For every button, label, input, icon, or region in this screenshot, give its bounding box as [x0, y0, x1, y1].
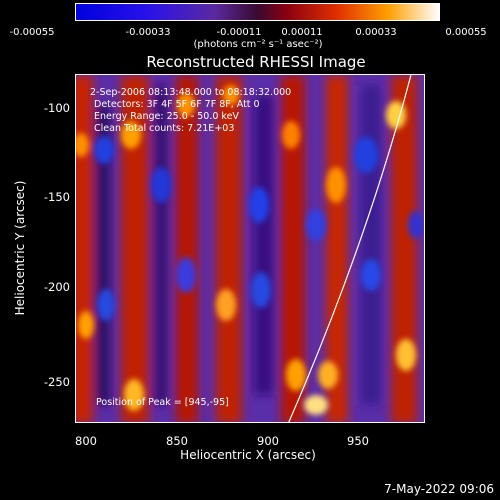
time-range-label: 2-Sep-2006 08:13:48.000 to 08:18:32.000 — [90, 87, 292, 98]
clean-counts-label: Clean Total counts: 7.21E+03 — [94, 123, 235, 134]
y-tick-label: -150 — [43, 190, 70, 204]
colorbar-tick: -0.00055 — [9, 27, 55, 38]
heatmap-image — [76, 75, 424, 422]
y-tick-label: -100 — [43, 101, 70, 115]
colorbar — [75, 3, 440, 21]
image-plot: 2-Sep-2006 08:13:48.000 to 08:18:32.000 … — [75, 74, 425, 423]
x-tick-label: 850 — [166, 434, 188, 448]
x-tick-label: 800 — [75, 434, 97, 448]
footer-date: 7-May-2022 09:06 — [384, 482, 494, 496]
y-tick-label: -250 — [43, 375, 70, 389]
detectors-label: Detectors: 3F 4F 5F 6F 7F 8F, Att 0 — [94, 99, 260, 110]
x-axis-label: Heliocentric X (arcsec) — [180, 448, 316, 462]
plot-title: Reconstructed RHESSI Image — [146, 53, 366, 71]
x-tick-label: 950 — [347, 434, 369, 448]
y-tick-label: -200 — [43, 280, 70, 294]
colorbar-units: (photons cm⁻² s⁻¹ asec⁻²) — [193, 39, 323, 50]
colorbar-tick: 0.00055 — [445, 27, 487, 38]
peak-position-label: Position of Peak = [945,-95] — [96, 397, 229, 408]
energy-range-label: Energy Range: 25.0 - 50.0 keV — [94, 111, 239, 122]
x-tick-label: 900 — [257, 434, 279, 448]
y-axis-label: Heliocentric Y (arcsec) — [13, 180, 27, 316]
colorbar-tick: 0.00033 — [355, 27, 397, 38]
colorbar-tick: -0.00033 — [125, 27, 171, 38]
colorbar-gradient — [76, 4, 439, 20]
colorbar-tick: -0.00011 — [216, 27, 262, 38]
colorbar-tick: 0.00011 — [281, 27, 323, 38]
